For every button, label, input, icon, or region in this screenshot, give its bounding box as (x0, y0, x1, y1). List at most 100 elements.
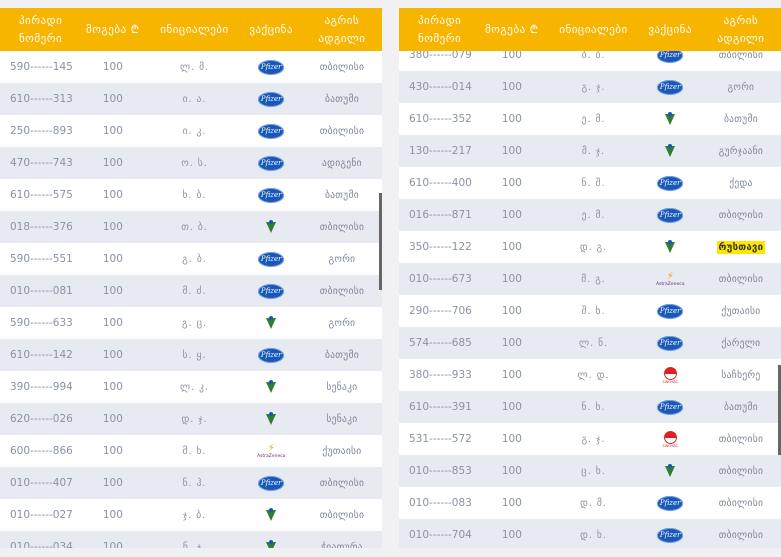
cell-id: 010------083 (409, 497, 472, 509)
table-row: 610------352 100 ე. მ. ბათუმი (399, 103, 781, 135)
cell-amount: 100 (501, 177, 522, 189)
cell-id: 590------633 (10, 317, 73, 329)
sinovac-logo-icon: SINOVAC (662, 366, 678, 384)
cell-place: თბილისი (319, 125, 365, 137)
cell-amount: 100 (102, 381, 123, 393)
table-row: 590------145 100 ლ. მ. Pfizer თბილისი (0, 51, 382, 83)
table-row: 380------933 100 ლ. დ. SINOVAC საჩხერე (399, 359, 781, 391)
right-table-panel[interactable]: პირადი ნომერი მოგება ₾ ინიციალები ვაქცინ… (399, 8, 781, 548)
cell-initials: ლ. კ. (180, 381, 210, 393)
table-row: 250------893 100 ი. კ. Pfizer თბილისი (0, 115, 382, 147)
cell-place: გურჯაანი (718, 145, 764, 157)
cell-amount: 100 (102, 93, 123, 105)
pfizer-logo-icon: Pfizer (657, 47, 684, 63)
header-initials: ინიციალები (559, 22, 628, 36)
cell-vaccine: Pfizer (241, 243, 302, 275)
cell-id: 010------704 (409, 529, 472, 541)
header-initials: ინიციალები (160, 22, 229, 36)
cell-initials: მ. გ. (581, 273, 606, 285)
cell-id: 380------933 (409, 369, 472, 381)
cell-amount: 100 (501, 401, 522, 413)
pfizer-logo-icon: Pfizer (657, 335, 684, 351)
table-row: 350------122 100 დ. გ. რუსთავი (399, 231, 781, 263)
cell-place: თბილისი (319, 477, 365, 489)
cell-id: 016------871 (409, 209, 472, 221)
cell-initials: დ. გ. (579, 241, 608, 253)
cell-amount: 100 (102, 541, 123, 548)
cell-id: 010------853 (409, 465, 472, 477)
table-row: 590------633 100 გ. ც. გორი (0, 307, 382, 339)
cell-place: თბილისი (319, 61, 365, 73)
cell-vaccine (241, 403, 302, 435)
cell-id: 430------014 (409, 81, 472, 93)
cell-initials: გ. ჯ. (581, 81, 606, 93)
table-row: 610------142 100 ს. ყ. Pfizer ბათუმი (0, 339, 382, 371)
cell-vaccine (640, 135, 701, 167)
cell-vaccine: Pfizer (241, 83, 302, 115)
cell-vaccine: Pfizer (241, 147, 302, 179)
cell-initials: ნ. ხ. (581, 401, 606, 413)
cell-id: 010------407 (10, 477, 73, 489)
cell-id: 350------122 (409, 241, 472, 253)
cell-initials: ნ. ჰ. (182, 477, 207, 489)
table-row: 590------551 100 გ. ბ. Pfizer გორი (0, 243, 382, 275)
cell-vaccine (241, 307, 302, 339)
table-row: 574------685 100 ლ. ნ. Pfizer ქარელი (399, 327, 781, 359)
cell-amount: 100 (102, 253, 123, 265)
cell-initials: ლ. დ. (577, 369, 610, 381)
table-row: 010------704 100 დ. ხ. Pfizer თბილისი (399, 519, 781, 548)
cell-vaccine (640, 455, 701, 487)
cell-initials: ლ. მ. (179, 61, 210, 73)
table-row: 470------743 100 ო. ს. Pfizer ადიგენი (0, 147, 382, 179)
header-place: აგრის ადგილი (717, 13, 765, 45)
cell-place: ქედა (729, 177, 753, 189)
pfizer-logo-icon: Pfizer (657, 207, 684, 223)
cell-vaccine: Pfizer (640, 519, 701, 548)
astrazeneca-logo-icon: ⚡ AstraZeneca (655, 270, 685, 287)
cell-place: გორი (328, 253, 356, 265)
table-header: პირადი ნომერი მოგება ₾ ინიციალები ვაქცინ… (399, 8, 781, 51)
cell-vaccine: Pfizer (640, 295, 701, 327)
cell-place: თბილისი (319, 285, 365, 297)
cell-vaccine: Pfizer (640, 327, 701, 359)
table-body: 590------145 100 ლ. მ. Pfizer თბილისი 610----… (0, 51, 382, 548)
cell-amount: 100 (102, 189, 123, 201)
pfizer-logo-icon: Pfizer (258, 475, 285, 491)
cell-vaccine (640, 103, 701, 135)
cell-amount: 100 (102, 221, 123, 233)
cell-amount: 100 (102, 285, 123, 297)
cell-amount: 100 (102, 477, 123, 489)
cell-initials: ი. ა. (182, 93, 207, 105)
cell-amount: 100 (501, 49, 522, 61)
cell-place: თბილისი (718, 209, 764, 221)
cell-initials: ს. ყ. (182, 349, 207, 361)
pfizer-logo-icon: Pfizer (657, 495, 684, 511)
cell-place: თბილისი (718, 465, 764, 477)
cell-vaccine: Pfizer (241, 467, 302, 499)
pfizer-logo-icon: Pfizer (258, 347, 285, 363)
table-row: 010------027 100 ჯ. ბ. თბილისი (0, 499, 382, 531)
cell-vaccine (241, 211, 302, 243)
right-scrollbar[interactable] (778, 365, 781, 455)
cell-place: ბათუმი (723, 113, 758, 125)
cell-initials: მ. ძ. (182, 285, 207, 297)
left-table-panel[interactable]: პირადი ნომერი მოგება ₾ ინიციალები ვაქცინ… (0, 8, 382, 548)
cell-initials: ო. ს. (181, 157, 208, 169)
cell-initials: დ. მ. (580, 497, 607, 509)
cell-initials: ნ. შ. (581, 177, 606, 189)
left-scrollbar[interactable] (379, 193, 382, 290)
sputnik-logo-icon (665, 239, 676, 253)
astrazeneca-logo-icon: ⚡ AstraZeneca (256, 442, 286, 459)
sinovac-logo-icon: SINOVAC (662, 430, 678, 448)
cell-amount: 100 (102, 61, 123, 73)
cell-place: გორი (328, 317, 356, 329)
cell-vaccine: Pfizer (640, 71, 701, 103)
cell-vaccine: Pfizer (241, 339, 302, 371)
table-row: 010------407 100 ნ. ჰ. Pfizer თბილისი (0, 467, 382, 499)
cell-place: ქარელი (721, 337, 761, 349)
table-row: 010------673 100 მ. გ. ⚡ AstraZeneca თბილისი (399, 263, 781, 295)
cell-amount: 100 (501, 529, 522, 541)
cell-initials: გ. ბ. (182, 253, 207, 265)
table-row: 610------391 100 ნ. ხ. Pfizer ბათუმი (399, 391, 781, 423)
cell-amount: 100 (501, 81, 522, 93)
